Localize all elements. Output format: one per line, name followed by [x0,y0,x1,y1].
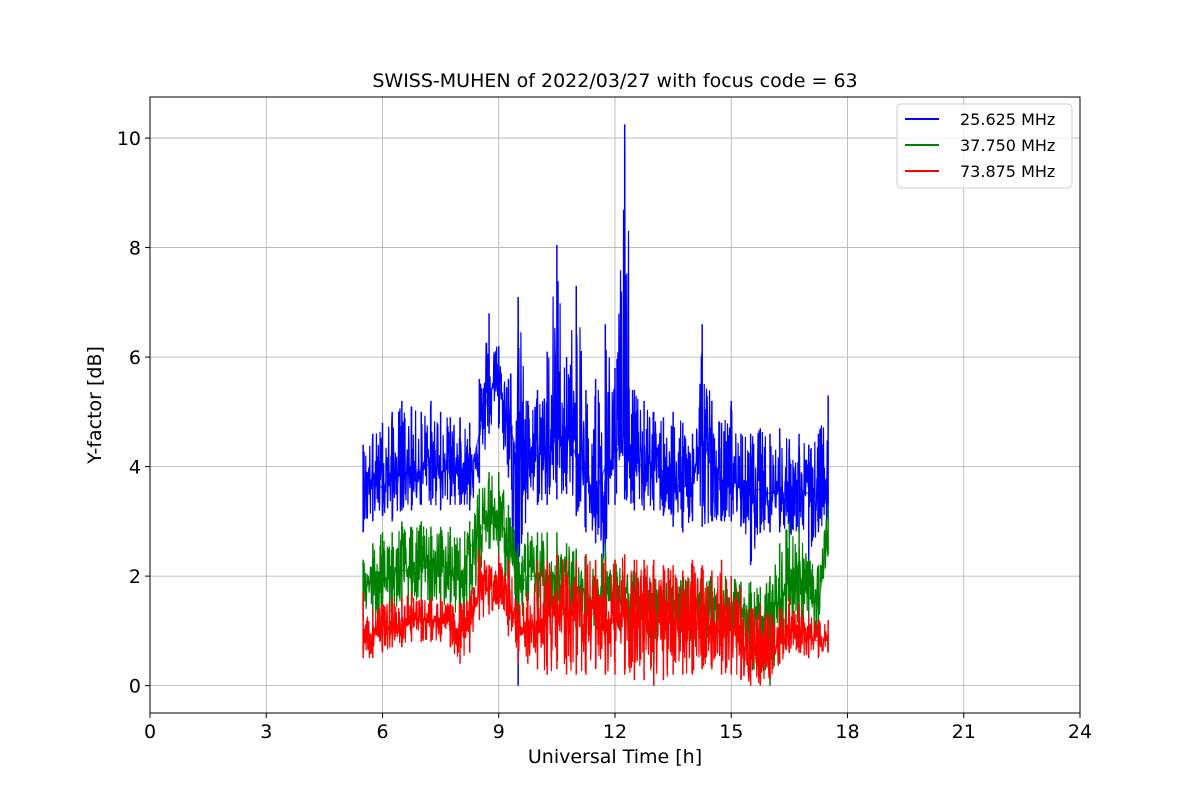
x-tick-label: 21 [952,721,976,743]
x-tick-label: 12 [603,721,627,743]
series-mean-line [362,383,829,501]
series-3 [362,548,829,686]
y-tick-label: 8 [129,238,141,260]
x-tick-label: 9 [493,721,505,743]
x-tick-label: 15 [719,721,743,743]
y-tick-label: 0 [129,676,141,698]
legend-label: 25.625 MHz [960,110,1055,129]
series-1 [362,124,829,686]
series-area [362,124,829,686]
legend-frame [896,103,1073,189]
y-axis-label: Y-factor [dB] [84,346,106,465]
series-mean-line [363,580,829,659]
x-tick-label: 6 [376,721,388,743]
y-tick-label: 6 [129,347,141,369]
legend-label: 37.750 MHz [960,136,1055,155]
legend-label: 73.875 MHz [960,162,1055,181]
x-axis-label: Universal Time [h] [528,746,702,768]
chart-title: SWISS-MUHEN of 2022/03/27 with focus cod… [372,70,857,92]
y-tick-label: 10 [117,128,141,150]
y-tick-label: 2 [129,566,141,588]
x-tick-label: 18 [835,721,859,743]
legend: 25.625 MHz 37.750 MHz 73.875 MHz [896,103,1073,189]
x-tick-label: 24 [1068,721,1092,743]
x-tick-label: 3 [260,721,272,743]
x-tick-label: 0 [144,721,156,743]
y-tick-label: 4 [129,457,141,479]
